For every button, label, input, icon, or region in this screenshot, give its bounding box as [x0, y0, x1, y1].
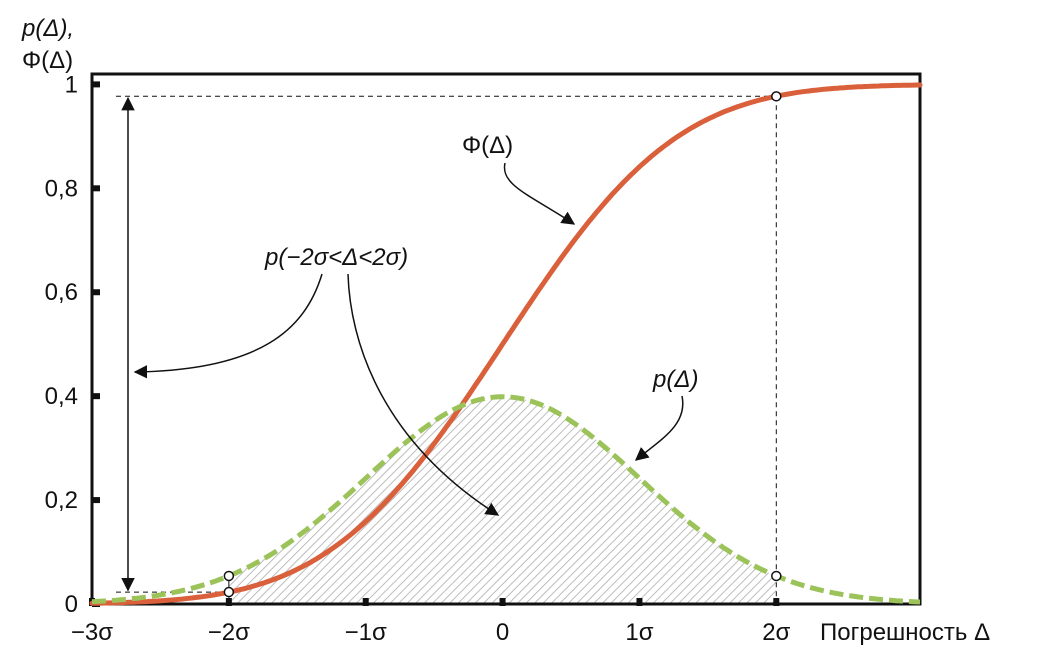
annotation-arrow-pdf — [634, 395, 684, 461]
x-tick-mark — [636, 598, 643, 606]
marked-point — [771, 91, 782, 102]
annotation-pdf-label: p(Δ) — [652, 366, 698, 393]
y-tick-label: 0,2 — [45, 487, 78, 514]
x-tick-label: 1σ — [625, 619, 653, 646]
y-tick-mark — [92, 497, 100, 504]
x-tick-label: −1σ — [345, 619, 387, 646]
annotation-arrow-cdf — [503, 162, 576, 225]
x-tick-mark — [499, 598, 506, 606]
y-tick-label: 0,4 — [45, 383, 78, 410]
plot-frame — [90, 72, 922, 606]
x-tick-mark — [773, 598, 780, 606]
shaded-area-minus2-to-2-sigma — [228, 396, 777, 604]
annotation-arrow-shaded-area — [347, 273, 500, 516]
x-tick-labels: −3σ −2σ −1σ 0 1σ 2σ — [71, 619, 791, 646]
y-tick-mark — [92, 185, 100, 192]
x-axis-label: Погрешность Δ — [820, 619, 990, 646]
marked-point — [223, 586, 235, 598]
y-tick-label: 0 — [65, 591, 78, 618]
annotation-interval-label: p(−2σ<Δ<2σ) — [264, 244, 408, 271]
annotation-arrow-interval — [133, 273, 323, 379]
y-axis-label-line1: p(Δ), — [21, 15, 74, 42]
y-tick-mark — [92, 81, 100, 88]
y-tick-labels: 0 0,2 0,4 0,6 0,8 1 — [45, 71, 78, 618]
y-tick-label: 0,8 — [45, 175, 78, 202]
y-tick-label: 0,6 — [45, 279, 78, 306]
x-tick-label: −2σ — [208, 619, 250, 646]
marked-points — [223, 91, 782, 598]
y-axis-label-line2: Φ(Δ) — [22, 47, 73, 74]
annotation-cdf-label: Φ(Δ) — [462, 132, 513, 159]
x-tick-mark — [362, 598, 369, 606]
x-tick-label: 2σ — [762, 619, 790, 646]
x-tick-mark — [225, 598, 232, 606]
y-tick-label: 1 — [65, 71, 78, 98]
y-tick-mark — [92, 289, 100, 296]
y-tick-mark — [92, 393, 100, 400]
x-tick-label: −3σ — [71, 619, 113, 646]
marked-point — [223, 570, 235, 582]
x-tick-label: 0 — [496, 619, 509, 646]
marked-point — [771, 570, 782, 582]
